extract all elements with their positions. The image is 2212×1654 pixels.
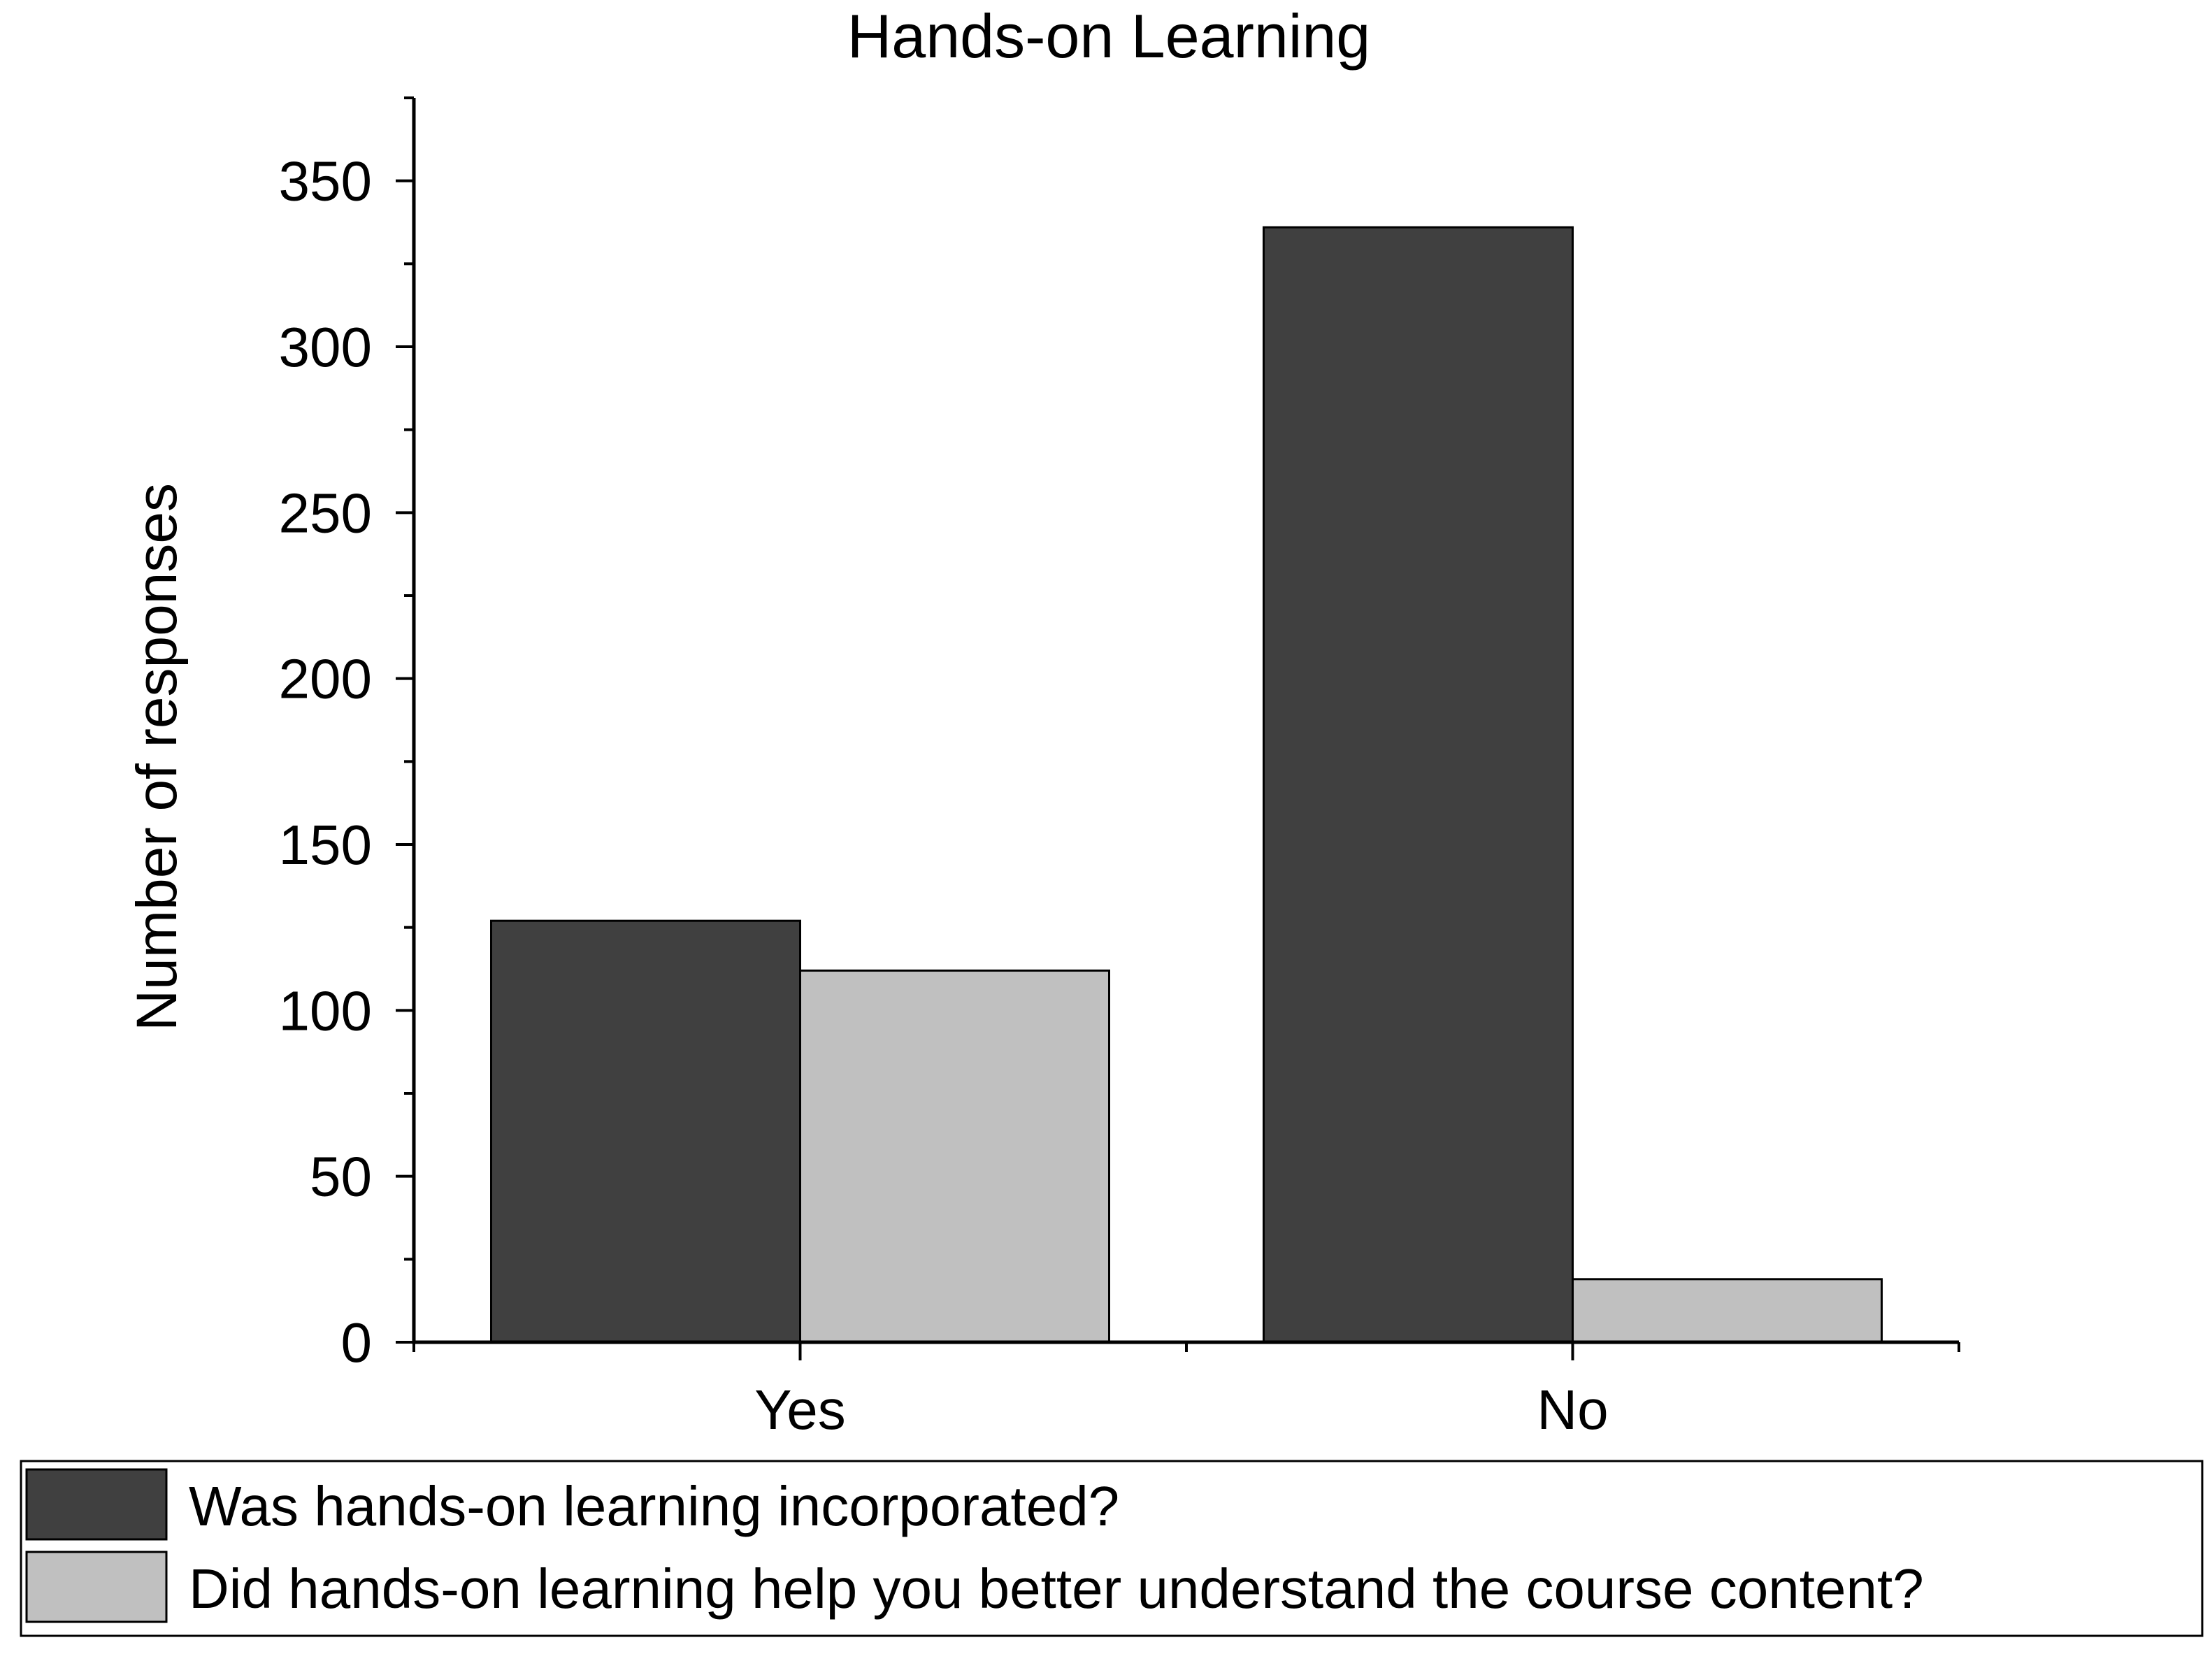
y-tick-label: 200 <box>279 648 372 710</box>
y-tick-label: 50 <box>310 1146 372 1208</box>
legend: Was hands-on learning incorporated? Did h… <box>20 1460 2204 1637</box>
legend-swatch-series-2 <box>25 1551 168 1623</box>
legend-label-series-1: Was hands-on learning incorporated? <box>189 1475 1119 1537</box>
x-tick-label-yes: Yes <box>754 1379 846 1441</box>
x-tick-label-no: No <box>1537 1379 1608 1441</box>
bar-yes-series-2 <box>799 969 1110 1344</box>
bar-no-series-2 <box>1572 1278 1883 1344</box>
y-tick-label: 100 <box>279 979 372 1042</box>
y-axis-label: Number of responses <box>125 483 189 1031</box>
bar-no-series-1 <box>1263 226 1574 1344</box>
y-tick-label: 350 <box>279 150 372 213</box>
y-tick-label: 300 <box>279 316 372 378</box>
y-tick-label: 0 <box>341 1311 373 1374</box>
bar-yes-series-1 <box>490 919 801 1344</box>
legend-frame <box>20 1460 2204 1637</box>
ticks-layer: 0 50 100 150 200 250 300 350 Yes No <box>279 96 1960 1441</box>
chart-title: Hands-on Learning <box>847 1 1371 71</box>
y-tick-label: 250 <box>279 482 372 544</box>
legend-label-series-2: Did hands-on learning help you better un… <box>189 1558 1924 1620</box>
legend-swatch-series-1 <box>25 1468 168 1541</box>
bars-layer <box>490 226 1883 1344</box>
y-tick-label: 150 <box>279 814 372 876</box>
